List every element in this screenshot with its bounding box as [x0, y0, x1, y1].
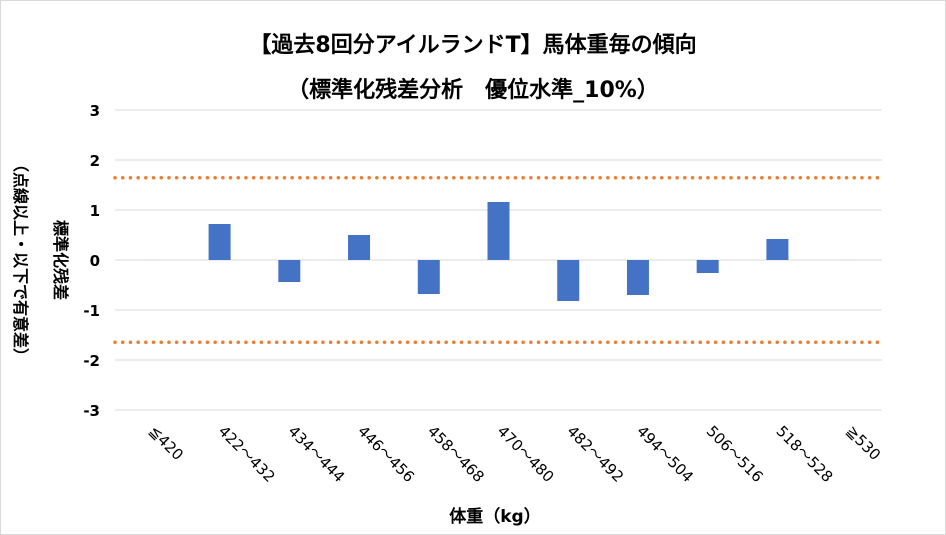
bar: [487, 202, 510, 260]
x-tick-label: 458～468: [424, 422, 488, 486]
x-tick-label: 494～504: [633, 422, 697, 486]
y-tick-label: 3: [90, 102, 100, 120]
chart-subtitle: （標準化残差分析 優位水準_10%）: [287, 77, 659, 103]
y-tick-label: -2: [83, 352, 100, 370]
x-tick-label: 422～432: [215, 422, 279, 486]
bar: [208, 224, 231, 260]
bar: [557, 260, 580, 301]
y-tick-label: -1: [83, 302, 100, 320]
x-tick-label: 470～480: [494, 422, 558, 486]
x-tick-label: 446～456: [354, 422, 418, 486]
chart-title: 【過去8回分アイルランドT】馬体重毎の傾向: [249, 32, 696, 58]
x-tick-label: 506～516: [703, 422, 767, 486]
x-tick-label: 434～444: [284, 422, 348, 486]
bar: [626, 260, 649, 295]
y-axis-title: 標準化残差: [51, 220, 70, 300]
y-tick-label: 2: [90, 152, 100, 170]
bar: [696, 260, 719, 273]
x-axis-title: 体重（kg）: [449, 506, 540, 527]
y-tick-label: -3: [83, 402, 100, 420]
y-tick-label: 0: [90, 252, 100, 270]
bar: [766, 239, 789, 260]
bar: [417, 260, 440, 294]
x-tick-label: ≦420: [145, 422, 187, 464]
x-tick-label: 518～528: [773, 422, 837, 486]
bar: [348, 235, 371, 260]
y-tick-label: 1: [90, 202, 100, 220]
x-tick-label: ≧530: [842, 422, 884, 464]
bar: [278, 260, 301, 282]
y-axis-subtitle: （点線以上・以下で有意差）: [11, 156, 30, 364]
x-tick-label: 482～492: [563, 422, 627, 486]
